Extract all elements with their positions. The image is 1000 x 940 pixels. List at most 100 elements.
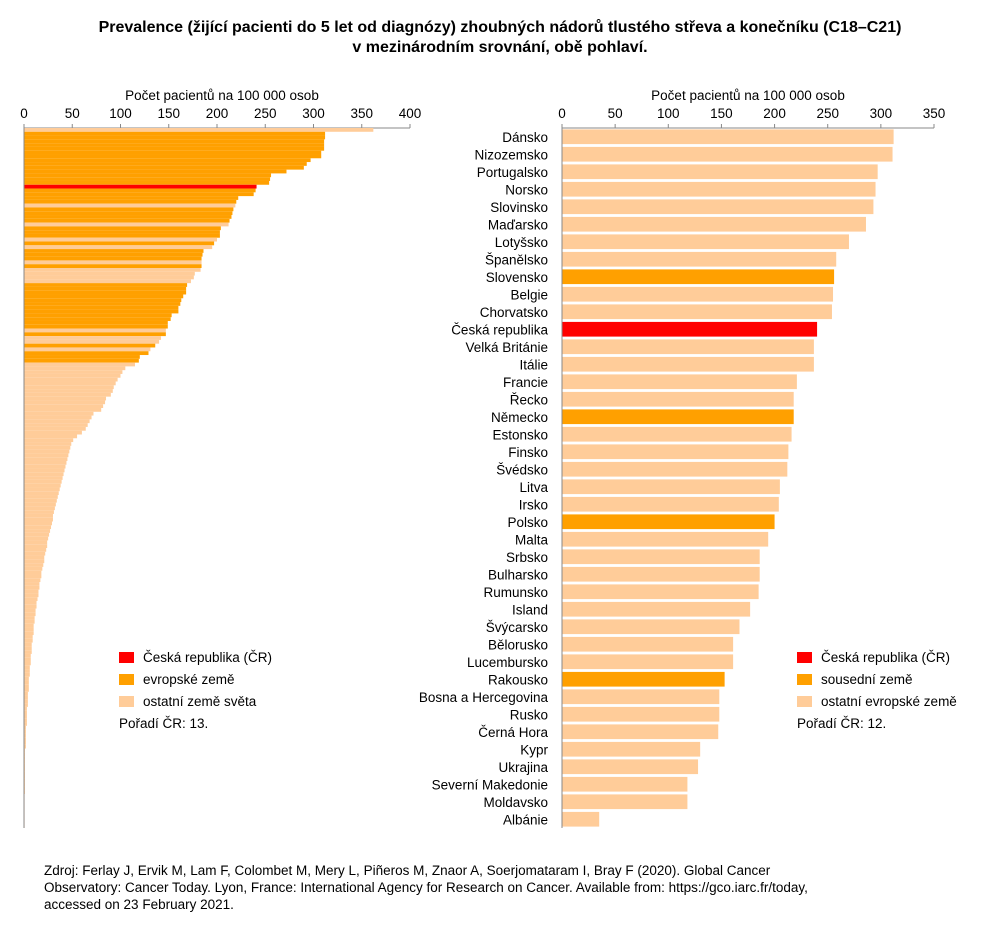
bar xyxy=(24,320,168,325)
bar xyxy=(24,699,28,704)
legend-note: Pořadí ČR: 12. xyxy=(797,716,886,731)
bar xyxy=(24,415,92,420)
category-label: Rumunsko xyxy=(483,585,548,600)
bar xyxy=(24,563,44,567)
bar xyxy=(562,251,837,267)
bar xyxy=(24,381,116,386)
bar xyxy=(562,706,720,722)
category-label: Dánsko xyxy=(502,130,548,145)
bar xyxy=(24,642,32,647)
europe-chart: Počet pacientů na 100 000 osob 0 50 100 150 2… xyxy=(419,88,957,828)
bar xyxy=(24,230,220,234)
bar xyxy=(24,324,168,329)
bar xyxy=(562,671,725,687)
chart-title-line-1: Prevalence (žijící pacienti do 5 let od … xyxy=(98,19,902,36)
legend-label: sousední země xyxy=(821,672,913,687)
category-label: Island xyxy=(512,602,548,617)
bar xyxy=(24,256,202,261)
bar xyxy=(24,317,171,321)
bar xyxy=(24,464,66,469)
bar xyxy=(24,169,287,174)
bar xyxy=(24,290,187,295)
bar xyxy=(24,729,26,734)
bar xyxy=(24,744,26,749)
bar xyxy=(562,514,775,530)
bar xyxy=(562,636,734,652)
category-label: Ukrajina xyxy=(498,760,548,775)
x-tick-label: 300 xyxy=(870,106,893,121)
bar xyxy=(24,268,201,272)
bar xyxy=(24,612,36,617)
bar xyxy=(24,165,304,170)
x-tick-label: 100 xyxy=(109,106,132,121)
category-label: Irsko xyxy=(519,497,548,512)
bar xyxy=(24,438,74,443)
bar xyxy=(24,150,322,155)
bar xyxy=(24,328,166,333)
legend-label: ostatní země světa xyxy=(143,694,257,709)
bar xyxy=(24,218,230,223)
category-label: Bulharsko xyxy=(488,567,548,582)
x-tick-label: 250 xyxy=(254,106,277,121)
bar xyxy=(24,362,135,367)
bar xyxy=(24,597,38,601)
bar xyxy=(24,128,374,132)
bar xyxy=(562,776,688,792)
legend-swatch xyxy=(797,652,812,663)
bar xyxy=(24,532,50,537)
bar xyxy=(24,710,27,715)
category-label: Albánie xyxy=(503,812,548,827)
bar xyxy=(24,449,70,454)
bar xyxy=(24,339,160,344)
bar xyxy=(24,351,149,356)
bar xyxy=(24,684,29,688)
bar xyxy=(562,164,878,180)
bar xyxy=(24,131,326,136)
bar xyxy=(24,177,271,181)
bar xyxy=(24,203,236,208)
category-label: Polsko xyxy=(507,515,548,530)
bar xyxy=(562,759,699,775)
bar xyxy=(24,619,35,624)
bar xyxy=(24,264,202,268)
category-label: Litva xyxy=(519,480,548,495)
bar xyxy=(24,294,184,299)
bar xyxy=(562,601,751,617)
category-label: Lotyšsko xyxy=(495,235,548,250)
bar xyxy=(562,496,779,512)
bar xyxy=(562,216,866,232)
bar xyxy=(24,513,53,518)
bar xyxy=(562,794,688,810)
bar xyxy=(24,442,72,446)
bar xyxy=(24,180,270,185)
category-label: Bělorusko xyxy=(488,637,548,652)
bar xyxy=(24,472,64,477)
x-tick-label: 150 xyxy=(157,106,180,121)
bar xyxy=(24,286,187,291)
bar xyxy=(24,135,326,140)
bar xyxy=(24,355,140,359)
category-label: Řecko xyxy=(510,392,548,407)
bar xyxy=(24,502,56,507)
bar xyxy=(24,419,90,424)
x-tick-label: 150 xyxy=(710,106,733,121)
bar xyxy=(24,661,31,666)
bar xyxy=(24,143,325,147)
bar xyxy=(24,347,151,352)
x-tick-label: 250 xyxy=(816,106,839,121)
world-chart: Počet pacientů na 100 000 osob 0 50 100 150 2… xyxy=(20,88,421,828)
category-label: Norsko xyxy=(505,182,548,197)
legend-label: Česká republika (ČR) xyxy=(143,650,272,665)
category-label: Chorvatsko xyxy=(480,305,548,320)
bar xyxy=(24,260,202,265)
source-note: Zdroj: Ferlay J, Ervik M, Lam F, Colombe… xyxy=(44,862,974,913)
bar xyxy=(24,211,233,216)
bar xyxy=(24,233,220,238)
bar xyxy=(24,676,29,681)
bar xyxy=(24,737,26,741)
bar xyxy=(24,582,40,586)
bar xyxy=(24,408,102,412)
bar xyxy=(24,377,118,382)
bar xyxy=(562,461,788,477)
bar xyxy=(24,222,229,227)
